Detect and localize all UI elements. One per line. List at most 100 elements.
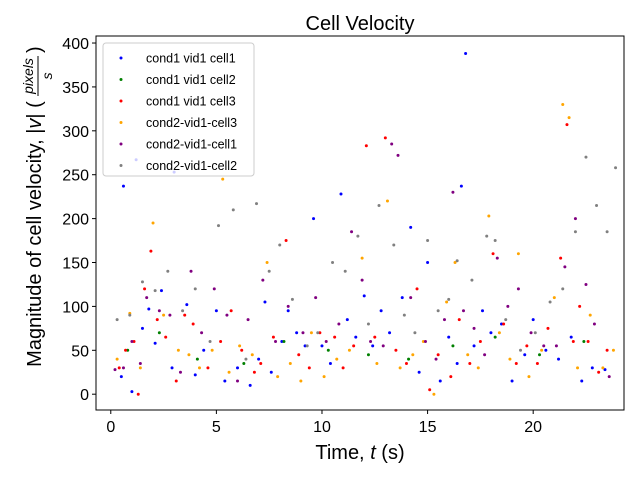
scatter-point-series-3 — [164, 335, 168, 339]
scatter-point-series-6 — [392, 243, 396, 247]
scatter-point-series-1 — [320, 344, 324, 348]
scatter-point-series-5 — [337, 322, 341, 326]
scatter-point-series-1 — [159, 289, 163, 293]
scatter-point-series-6 — [573, 230, 577, 234]
scatter-point-series-5 — [423, 340, 427, 344]
scatter-point-series-4 — [335, 357, 339, 361]
scatter-point-series-4 — [487, 214, 491, 218]
scatter-point-series-6 — [519, 348, 523, 352]
scatter-point-series-4 — [567, 116, 571, 120]
scatter-point-series-6 — [278, 243, 282, 247]
plot-markers — [113, 52, 618, 396]
scatter-point-series-5 — [324, 340, 328, 344]
scatter-point-series-6 — [485, 234, 489, 238]
scatter-point-series-5 — [121, 366, 125, 370]
scatter-point-series-5 — [168, 313, 172, 317]
scatter-point-series-1 — [193, 373, 197, 377]
scatter-point-series-6 — [426, 239, 430, 243]
scatter-point-series-1 — [523, 353, 527, 357]
scatter-point-series-5 — [434, 357, 438, 361]
scatter-point-series-3 — [271, 335, 275, 339]
scatter-point-series-5 — [246, 318, 250, 322]
scatter-point-series-5 — [157, 309, 161, 313]
scatter-point-series-2 — [451, 344, 455, 348]
scatter-point-series-1 — [280, 340, 284, 344]
scatter-point-series-4 — [588, 313, 592, 317]
legend-box — [102, 42, 255, 177]
scatter-point-series-4 — [250, 353, 254, 357]
scatter-point-series-3 — [333, 335, 337, 339]
scatter-point-series-5 — [451, 190, 455, 194]
scatter-point-series-6 — [356, 234, 360, 238]
scatter-point-series-3 — [364, 144, 368, 148]
scatter-point-series-6 — [255, 202, 259, 206]
scatter-point-series-2 — [407, 357, 411, 361]
scatter-point-series-3 — [206, 366, 210, 370]
scatter-point-series-3 — [457, 318, 461, 322]
scatter-point-series-3 — [565, 123, 569, 127]
scatter-point-series-6 — [584, 155, 588, 159]
scatter-point-series-1 — [603, 368, 607, 372]
scatter-point-series-2 — [242, 361, 246, 365]
scatter-point-series-3 — [143, 287, 147, 291]
scatter-point-series-5 — [189, 269, 193, 273]
scatter-point-series-1 — [257, 357, 261, 361]
legend-marker — [119, 121, 123, 124]
scatter-point-series-4 — [309, 331, 313, 335]
scatter-point-series-5 — [200, 331, 204, 335]
y-axis-label-close: | ( — [24, 101, 46, 119]
scatter-point-series-4 — [411, 353, 415, 357]
scatter-point-series-6 — [316, 331, 320, 335]
scatter-point-series-5 — [516, 287, 520, 291]
scatter-point-series-5 — [369, 340, 373, 344]
scatter-point-series-1 — [185, 303, 189, 307]
x-axis-label-var: t — [370, 442, 377, 464]
scatter-point-series-1 — [328, 361, 332, 365]
scatter-point-series-5 — [563, 265, 567, 269]
scatter-point-series-6 — [216, 224, 220, 228]
scatter-point-series-5 — [261, 278, 265, 282]
scatter-point-series-5 — [396, 153, 400, 157]
scatter-point-series-5 — [113, 368, 117, 372]
scatter-point-series-3 — [136, 392, 140, 396]
scatter-point-series-4 — [115, 357, 119, 361]
scatter-point-series-3 — [297, 353, 301, 357]
legend-label: cond1 vid1 cell2 — [146, 73, 236, 87]
scatter-point-series-1 — [362, 294, 366, 298]
scatter-point-series-4 — [453, 261, 457, 265]
x-axis-label-main: Time, — [315, 442, 370, 464]
scatter-point-series-2 — [326, 348, 330, 352]
scatter-point-series-4 — [527, 375, 531, 379]
scatter-point-series-1 — [480, 309, 484, 313]
scatter-point-series-1 — [569, 335, 573, 339]
y-axis-label: Magnitude of cell velocity, |v| ( pixels… — [20, 46, 55, 367]
scatter-point-series-3 — [546, 326, 550, 330]
scatter-point-series-3 — [415, 287, 419, 291]
scatter-point-series-3 — [174, 379, 178, 383]
scatter-point-series-5 — [225, 313, 229, 317]
legend-marker — [119, 142, 123, 146]
scatter-point-series-6 — [231, 208, 235, 212]
scatter-point-series-3 — [597, 370, 601, 374]
scatter-point-series-1 — [464, 52, 468, 56]
scatter-point-series-1 — [153, 341, 157, 345]
scatter-point-series-6 — [605, 230, 609, 234]
scatter-point-series-4 — [227, 370, 231, 374]
scatter-point-series-1 — [544, 348, 548, 352]
scatter-point-series-3 — [502, 322, 506, 326]
scatter-point-series-3 — [491, 252, 495, 256]
scatter-point-series-6 — [343, 269, 347, 273]
y-tick-label: 400 — [62, 36, 89, 53]
scatter-point-series-4 — [151, 221, 155, 225]
legend-marker — [119, 78, 123, 81]
y-axis-label-text: Magnitude of cell velocity, |v| ( — [24, 101, 46, 367]
scatter-point-series-3 — [259, 361, 263, 365]
scatter-point-series-4 — [322, 375, 326, 379]
legend-label: cond2-vid1-cell2 — [146, 159, 237, 173]
scatter-point-series-1 — [590, 366, 594, 370]
scatter-point-series-6 — [614, 166, 618, 170]
scatter-point-series-5 — [506, 304, 510, 308]
y-tick-label: 50 — [71, 343, 89, 360]
scatter-point-series-4 — [360, 256, 364, 260]
